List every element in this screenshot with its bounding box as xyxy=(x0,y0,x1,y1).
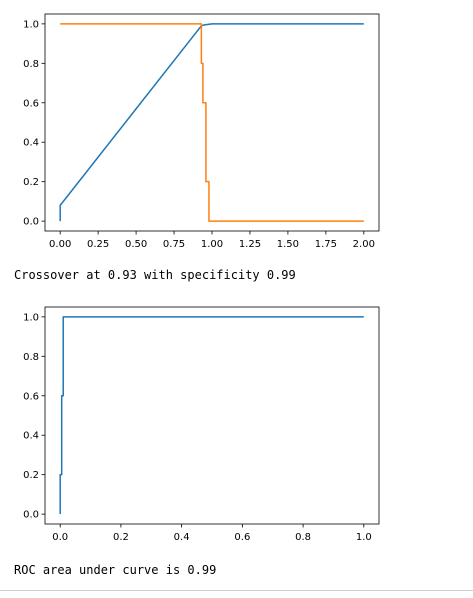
x-tick-label: 0.75 xyxy=(163,239,185,250)
x-tick-label: 1.0 xyxy=(356,532,372,543)
axes-frame xyxy=(44,306,380,525)
plot-area xyxy=(45,14,379,231)
x-tick-label: 2.00 xyxy=(353,239,375,250)
threshold-chart: 0.00 0.25 0.50 0.75 1.00 1.25 1.50 1.75 2.00 0.0… xyxy=(23,13,380,250)
cell-divider xyxy=(0,590,473,591)
x-tick-label: 1.00 xyxy=(201,239,223,250)
series-line-2 xyxy=(60,23,364,222)
x-tick-label: 0.25 xyxy=(87,239,109,250)
y-tick-label: 0.6 xyxy=(23,98,39,109)
y-tick-label: 0.4 xyxy=(23,431,39,442)
y-tick-label: 0.8 xyxy=(23,59,39,70)
x-axis-ticks: 0.00 0.25 0.50 0.75 1.00 1.25 1.50 1.75 2.00 xyxy=(49,231,375,250)
y-tick-label: 0.2 xyxy=(23,177,39,188)
y-tick-label: 0.2 xyxy=(23,470,39,481)
x-axis-ticks: 0.0 0.2 0.4 0.6 0.8 1.0 xyxy=(52,524,372,543)
crossover-output: Crossover at 0.93 with specificity 0.99 xyxy=(14,268,296,282)
x-tick-label: 0.2 xyxy=(113,532,129,543)
y-tick-label: 0.4 xyxy=(23,138,39,149)
y-tick-label: 1.0 xyxy=(23,19,39,30)
y-tick-label: 0.0 xyxy=(23,217,39,228)
y-tick-label: 1.0 xyxy=(23,312,39,323)
x-tick-label: 1.50 xyxy=(277,239,299,250)
series-layer xyxy=(59,316,364,515)
y-tick-label: 0.0 xyxy=(23,510,39,521)
x-tick-label: 0.50 xyxy=(125,239,147,250)
roc-area-output: ROC area under curve is 0.99 xyxy=(14,563,217,577)
x-tick-label: 0.00 xyxy=(49,239,71,250)
x-tick-label: 0.6 xyxy=(234,532,250,543)
series-line-1 xyxy=(59,23,364,222)
series-layer xyxy=(59,23,364,222)
y-axis-ticks: 0.0 0.2 0.4 0.6 0.8 1.0 xyxy=(23,312,45,521)
roc-chart: 0.0 0.2 0.4 0.6 0.8 1.0 0.0 0.2 0.4 0.6 0.8 1.0 xyxy=(23,306,380,543)
plot-area xyxy=(45,307,379,524)
y-axis-ticks: 0.0 0.2 0.4 0.6 0.8 1.0 xyxy=(23,19,45,228)
x-tick-label: 0.4 xyxy=(174,532,190,543)
series-line-1 xyxy=(59,316,364,515)
x-tick-label: 0.0 xyxy=(52,532,68,543)
x-tick-label: 0.8 xyxy=(295,532,311,543)
x-tick-label: 1.75 xyxy=(315,239,337,250)
x-tick-label: 1.25 xyxy=(239,239,261,250)
y-tick-label: 0.6 xyxy=(23,391,39,402)
y-tick-label: 0.8 xyxy=(23,352,39,363)
